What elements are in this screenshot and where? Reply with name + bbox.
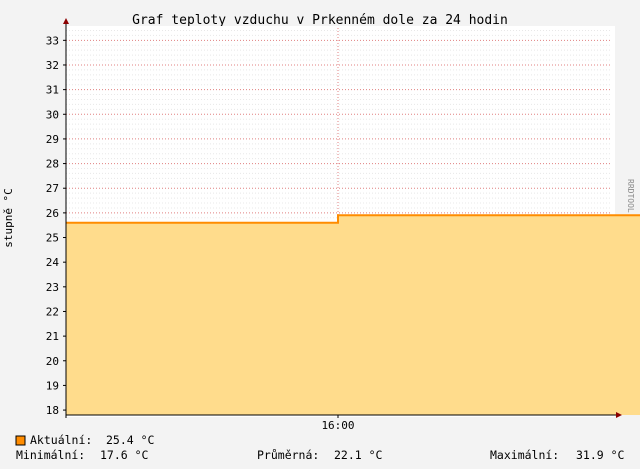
- y-tick-label: 29: [46, 133, 59, 146]
- y-tick-label: 27: [46, 182, 59, 195]
- y-tick-label: 25: [46, 232, 59, 245]
- y-tick-label: 20: [46, 355, 59, 368]
- series-area: [66, 215, 640, 415]
- legend-swatch: [15, 435, 26, 446]
- legend-min-label: Minimální:: [16, 448, 85, 462]
- x-tick-label: 16:00: [321, 419, 354, 432]
- legend-min-value: 17.6 °C: [100, 448, 149, 462]
- y-tick-label: 19: [46, 379, 59, 392]
- y-axis-label: stupně °C: [2, 188, 15, 248]
- y-tick-label: 30: [46, 108, 59, 121]
- y-tick-label: 28: [46, 158, 59, 171]
- y-tick-label: 21: [46, 330, 59, 343]
- y-tick-label: 26: [46, 207, 59, 220]
- y-tick-label: 18: [46, 404, 59, 417]
- legend-max-label: Maximální:: [490, 448, 559, 462]
- y-tick-label: 33: [46, 34, 59, 47]
- chart-title: Graf teploty vzduchu v Prkenném dole za …: [132, 13, 508, 28]
- x-axis-arrow: [616, 412, 622, 418]
- legend-current-label: Aktuální:: [30, 433, 92, 447]
- legend-current-value: 25.4 °C: [106, 433, 155, 447]
- legend-avg-value: 22.1 °C: [334, 448, 383, 462]
- y-tick-label: 24: [46, 256, 60, 269]
- legend-avg-label: Průměrná:: [257, 448, 319, 462]
- x-tick-labels: 16:0018:0020:0022:0000:0002:0004:0006:00…: [321, 419, 354, 432]
- axes: [63, 18, 622, 418]
- y-tick-labels: 18 19 20 21 22 23 24 25 26 27 28 29 30 31 32 33: [46, 34, 60, 417]
- y-axis-arrow: [63, 18, 69, 24]
- y-tick-label: 22: [46, 305, 59, 318]
- legend-max-value: 31.9 °C: [576, 448, 625, 462]
- y-tick-label: 23: [46, 281, 59, 294]
- y-tick-label: 31: [46, 84, 59, 97]
- series-group: [66, 214, 640, 415]
- y-tick-label: 32: [46, 59, 59, 72]
